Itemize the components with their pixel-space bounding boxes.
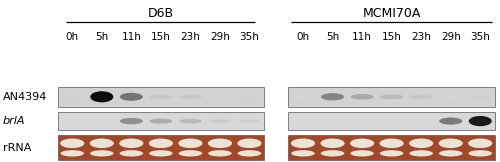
Ellipse shape — [468, 95, 492, 98]
Ellipse shape — [90, 150, 114, 156]
Ellipse shape — [292, 96, 314, 98]
Ellipse shape — [438, 139, 463, 148]
Ellipse shape — [179, 95, 202, 99]
Ellipse shape — [320, 150, 344, 156]
Bar — [288, 135, 495, 160]
Ellipse shape — [410, 121, 432, 122]
Ellipse shape — [120, 118, 143, 124]
Ellipse shape — [291, 150, 315, 156]
Ellipse shape — [150, 95, 172, 99]
Ellipse shape — [238, 139, 262, 148]
Text: 0h: 0h — [66, 32, 79, 42]
Ellipse shape — [321, 93, 344, 100]
Ellipse shape — [60, 139, 84, 148]
Ellipse shape — [410, 150, 433, 156]
Ellipse shape — [291, 139, 315, 148]
Text: 0h: 0h — [296, 32, 310, 42]
Ellipse shape — [60, 150, 84, 156]
Ellipse shape — [208, 139, 232, 148]
Ellipse shape — [439, 96, 462, 98]
Ellipse shape — [238, 96, 261, 98]
Text: 11h: 11h — [352, 32, 372, 42]
Text: 29h: 29h — [441, 32, 460, 42]
Text: brlA: brlA — [2, 116, 25, 126]
Ellipse shape — [409, 139, 434, 148]
Ellipse shape — [150, 119, 172, 124]
Ellipse shape — [410, 95, 432, 99]
Bar — [58, 135, 264, 160]
Text: 11h: 11h — [122, 32, 142, 42]
Ellipse shape — [208, 150, 232, 156]
Ellipse shape — [350, 139, 374, 148]
Ellipse shape — [238, 150, 262, 156]
Text: 35h: 35h — [470, 32, 490, 42]
Ellipse shape — [468, 116, 492, 126]
Text: D6B: D6B — [148, 7, 174, 20]
Text: 5h: 5h — [95, 32, 108, 42]
Text: 35h: 35h — [240, 32, 260, 42]
Ellipse shape — [120, 150, 143, 156]
Ellipse shape — [149, 139, 173, 148]
Ellipse shape — [380, 121, 403, 122]
Ellipse shape — [90, 91, 114, 102]
Text: AN4394: AN4394 — [2, 92, 47, 102]
Text: 15h: 15h — [382, 32, 402, 42]
Ellipse shape — [320, 139, 344, 148]
Ellipse shape — [120, 93, 143, 101]
Text: 23h: 23h — [180, 32, 201, 42]
Ellipse shape — [439, 150, 462, 156]
Text: 15h: 15h — [151, 32, 171, 42]
Ellipse shape — [208, 119, 232, 123]
Ellipse shape — [380, 94, 403, 99]
Ellipse shape — [208, 96, 232, 97]
Bar — [58, 87, 264, 107]
Ellipse shape — [90, 139, 114, 148]
Ellipse shape — [178, 150, 202, 156]
Bar — [58, 112, 264, 130]
Ellipse shape — [468, 139, 492, 148]
Text: 5h: 5h — [326, 32, 339, 42]
Bar — [288, 87, 495, 107]
Ellipse shape — [468, 150, 492, 156]
Text: MCMI70A: MCMI70A — [362, 7, 421, 20]
Ellipse shape — [439, 117, 462, 125]
Ellipse shape — [178, 139, 203, 148]
Text: 23h: 23h — [411, 32, 431, 42]
Bar — [288, 112, 495, 130]
Ellipse shape — [380, 150, 404, 156]
Ellipse shape — [60, 96, 84, 98]
Ellipse shape — [350, 94, 374, 100]
Ellipse shape — [238, 120, 261, 123]
Ellipse shape — [350, 150, 374, 156]
Text: 29h: 29h — [210, 32, 230, 42]
Text: rRNA: rRNA — [2, 143, 31, 153]
Ellipse shape — [179, 119, 202, 123]
Ellipse shape — [119, 139, 144, 148]
Ellipse shape — [149, 150, 172, 156]
Ellipse shape — [380, 139, 404, 148]
